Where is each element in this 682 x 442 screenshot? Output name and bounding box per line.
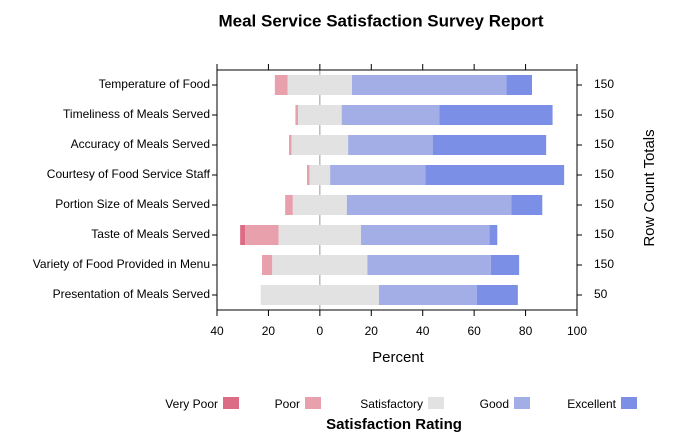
x-tick-label: 80 bbox=[519, 324, 533, 338]
bar-segment bbox=[285, 195, 293, 215]
bar-segment bbox=[309, 165, 331, 185]
bar-segment bbox=[330, 165, 426, 185]
bar-segment bbox=[489, 225, 498, 245]
bar-segment bbox=[433, 135, 547, 155]
bar-segment bbox=[476, 285, 518, 305]
bar-segment bbox=[298, 105, 342, 125]
legend-swatch bbox=[223, 397, 239, 409]
plot-frame bbox=[216, 69, 578, 311]
y-tick-label: Accuracy of Meals Served bbox=[71, 137, 210, 151]
legend-swatch bbox=[621, 397, 637, 409]
y-tick-label: Variety of Food Provided in Menu bbox=[33, 257, 210, 271]
bar-segment bbox=[278, 225, 361, 245]
x-tick-label: 100 bbox=[567, 324, 587, 338]
bar-segment bbox=[506, 75, 532, 95]
bar-segment bbox=[490, 255, 520, 275]
legend-label: Excellent bbox=[567, 397, 616, 411]
x-tick-label: 40 bbox=[210, 324, 224, 338]
bar-segment bbox=[379, 285, 477, 305]
y-tick-label: Taste of Meals Served bbox=[91, 227, 210, 241]
bar-segment bbox=[341, 105, 440, 125]
x-tick-label: 20 bbox=[365, 324, 379, 338]
right-axis-label: Row Count Totals bbox=[641, 129, 658, 246]
bar-segment bbox=[361, 225, 490, 245]
bar-segment bbox=[295, 105, 298, 125]
row-total-label: 150 bbox=[594, 107, 614, 121]
y-tick-label: Presentation of Meals Served bbox=[53, 287, 210, 301]
row-total-label: 50 bbox=[594, 287, 608, 301]
legend-label: Very Poor bbox=[165, 397, 218, 411]
y-tick-label: Courtesy of Food Service Staff bbox=[47, 167, 211, 181]
bar-segment bbox=[272, 255, 368, 275]
bar-segment bbox=[240, 225, 246, 245]
row-total-label: 150 bbox=[594, 137, 614, 151]
bar-segment bbox=[287, 75, 352, 95]
bar-segment bbox=[348, 135, 433, 155]
x-tick-label: 20 bbox=[262, 324, 276, 338]
bar-segment bbox=[352, 75, 507, 95]
row-total-label: 150 bbox=[594, 167, 614, 181]
x-tick-label: 0 bbox=[317, 324, 324, 338]
bar-segment bbox=[262, 255, 273, 275]
row-total-label: 150 bbox=[594, 257, 614, 271]
row-total-label: 150 bbox=[594, 77, 614, 91]
bar-segment bbox=[292, 195, 347, 215]
bar-segment bbox=[439, 105, 553, 125]
legend-swatch bbox=[305, 397, 321, 409]
x-tick-label: 60 bbox=[467, 324, 481, 338]
bar-segment bbox=[289, 135, 292, 155]
bar-segment bbox=[346, 195, 512, 215]
bar-segment bbox=[307, 165, 310, 185]
y-tick-label: Portion Size of Meals Served bbox=[55, 197, 210, 211]
x-axis-label: Percent bbox=[372, 349, 425, 366]
legend-label: Poor bbox=[275, 397, 300, 411]
row-total-label: 150 bbox=[594, 197, 614, 211]
legend-label: Good bbox=[480, 397, 509, 411]
bar-segment bbox=[425, 165, 565, 185]
legend-swatch bbox=[514, 397, 530, 409]
legend-label: Satisfactory bbox=[360, 397, 423, 411]
bar-segment bbox=[511, 195, 543, 215]
legend-swatch bbox=[428, 397, 444, 409]
y-tick-label: Temperature of Food bbox=[99, 77, 210, 91]
bar-segment bbox=[367, 255, 491, 275]
legend-title: Satisfaction Rating bbox=[326, 416, 462, 433]
chart-title: Meal Service Satisfaction Survey Report bbox=[218, 11, 543, 30]
bar-segment bbox=[245, 225, 279, 245]
row-total-label: 150 bbox=[594, 227, 614, 241]
bar-segment bbox=[260, 285, 379, 305]
y-tick-label: Timeliness of Meals Served bbox=[63, 107, 210, 121]
bar-segment bbox=[274, 75, 288, 95]
x-tick-label: 40 bbox=[416, 324, 430, 338]
bar-segment bbox=[291, 135, 349, 155]
